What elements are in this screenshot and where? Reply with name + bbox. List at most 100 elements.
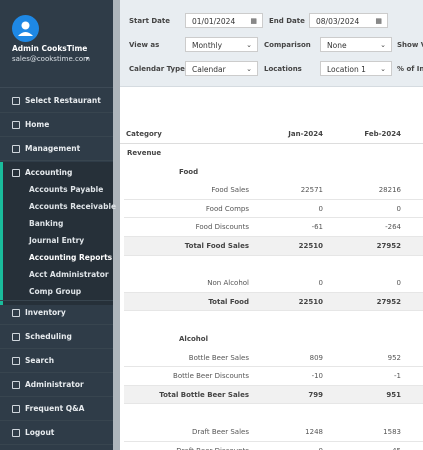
menu-icon [12, 357, 20, 365]
row-bg [124, 292, 423, 312]
cell-value: 799 [308, 390, 323, 399]
total-label: Total Food Sales [184, 242, 249, 250]
filter-label: End Date [269, 17, 305, 25]
header-rule [120, 143, 423, 144]
cell-value: 1248 [305, 428, 323, 436]
line-label: Bottle Beer Sales [188, 353, 249, 362]
cell-value: 0 [319, 447, 323, 450]
cell-value: 27952 [376, 297, 401, 306]
row-bg [124, 349, 423, 368]
submenu-item[interactable]: Accounts Payable [29, 185, 104, 194]
divider [0, 396, 113, 397]
chevron: ⌄ [246, 65, 252, 73]
section-heading: Revenue [127, 149, 162, 157]
menu-icon [12, 405, 20, 413]
select[interactable]: Location 1 ⌄ [320, 61, 392, 76]
total-label: Total Food [208, 297, 249, 306]
scrollbar [113, 0, 120, 450]
menu-item[interactable]: Administrator [25, 380, 84, 389]
divider [0, 112, 113, 113]
input-value: Calendar [192, 65, 226, 74]
menu-item[interactable]: Management [25, 144, 81, 153]
cell-value: -10 [311, 372, 323, 381]
divider [0, 420, 113, 421]
input-value: 01/01/2024 [192, 17, 236, 26]
divider [0, 372, 113, 373]
menu-icon [12, 429, 20, 437]
menu-item[interactable]: Search [25, 356, 55, 365]
select[interactable]: Monthly ⌄ [185, 37, 258, 52]
menu-icon [12, 381, 20, 389]
divider [0, 300, 113, 301]
cell-value: -264 [385, 223, 401, 232]
menu-item[interactable]: Logout [25, 428, 55, 437]
row-bg [124, 274, 423, 293]
cell-value: 28216 [378, 186, 401, 195]
filter-label: Locations [264, 65, 302, 73]
filter-label: Show V [397, 41, 423, 49]
submenu-item[interactable]: Banking [29, 219, 64, 228]
calendar-icon: ▦ [250, 17, 257, 25]
column-header: Feb-2024 [364, 130, 401, 138]
menu-item[interactable]: Home [25, 120, 50, 129]
row-bg [124, 200, 423, 219]
row-bg [124, 423, 423, 442]
user-name: Admin CooksTime [12, 44, 88, 53]
cell-value: 0 [396, 279, 401, 288]
row-bg [124, 218, 423, 237]
submenu-item[interactable]: Journal Entry [29, 236, 85, 245]
line-label: Food Comps [205, 204, 249, 213]
row-bg [124, 385, 423, 405]
input-value: 08/03/2024 [316, 17, 360, 26]
menu-icon [12, 145, 20, 153]
divider [0, 87, 113, 88]
total-label: Total Bottle Beer Sales [159, 390, 249, 399]
row-bg [124, 237, 423, 256]
group-heading: Alcohol [179, 335, 208, 343]
date-input[interactable]: 08/03/2024 ▦ [309, 13, 388, 28]
cell-value: -61 [311, 223, 323, 232]
divider [0, 348, 113, 349]
cell-value: 22510 [298, 297, 323, 306]
chevron: ⌄ [380, 65, 386, 73]
submenu-item[interactable]: Acct Administrator [29, 270, 109, 279]
line-label: Food Sales [211, 186, 249, 195]
submenu-item[interactable]: Accounts Receivable [29, 202, 117, 211]
cell-value: 951 [386, 390, 401, 399]
user-email[interactable]: sales@cookstime.com [12, 55, 90, 63]
active-bg [0, 162, 113, 305]
menu-icon [12, 121, 20, 129]
line-label: Bottle Beer Discounts [173, 372, 249, 381]
line-label: Food Discounts [195, 223, 249, 232]
filter-label: Start Date [129, 17, 170, 25]
menu-icon [12, 169, 20, 177]
cell-value: 22510 [298, 242, 323, 250]
select[interactable]: None ⌄ [320, 37, 392, 52]
menu-item[interactable]: Frequent Q&A [25, 404, 85, 413]
input-value: None [327, 41, 347, 50]
menu-item[interactable]: Scheduling [25, 332, 72, 341]
row-bg [124, 367, 423, 386]
select[interactable]: Calendar ⌄ [185, 61, 258, 76]
input-value: Location 1 [327, 65, 366, 74]
cell-value: 0 [318, 279, 323, 288]
group-heading: Food [179, 167, 199, 176]
menu-item[interactable]: Accounting [25, 168, 73, 177]
menu-icon [12, 97, 20, 105]
filter-label: Comparison [264, 41, 311, 49]
submenu-item[interactable]: Comp Group [29, 287, 82, 296]
row-bg [124, 181, 423, 200]
cell-value: 952 [387, 353, 401, 362]
menu-item[interactable]: Inventory [25, 308, 66, 317]
calendar-icon: ▦ [375, 17, 382, 25]
input-value: Monthly [192, 41, 223, 50]
cell-value: 27952 [376, 242, 401, 250]
divider [0, 136, 113, 137]
cell-value: 0 [396, 204, 401, 213]
submenu-item[interactable]: Accounting Reports [29, 253, 113, 262]
column-header: Jan-2024 [288, 130, 323, 138]
menu-item[interactable]: Select Restaurant [25, 96, 101, 105]
filter-label: View as [129, 41, 160, 49]
date-input[interactable]: 01/01/2024 ▦ [185, 13, 263, 28]
